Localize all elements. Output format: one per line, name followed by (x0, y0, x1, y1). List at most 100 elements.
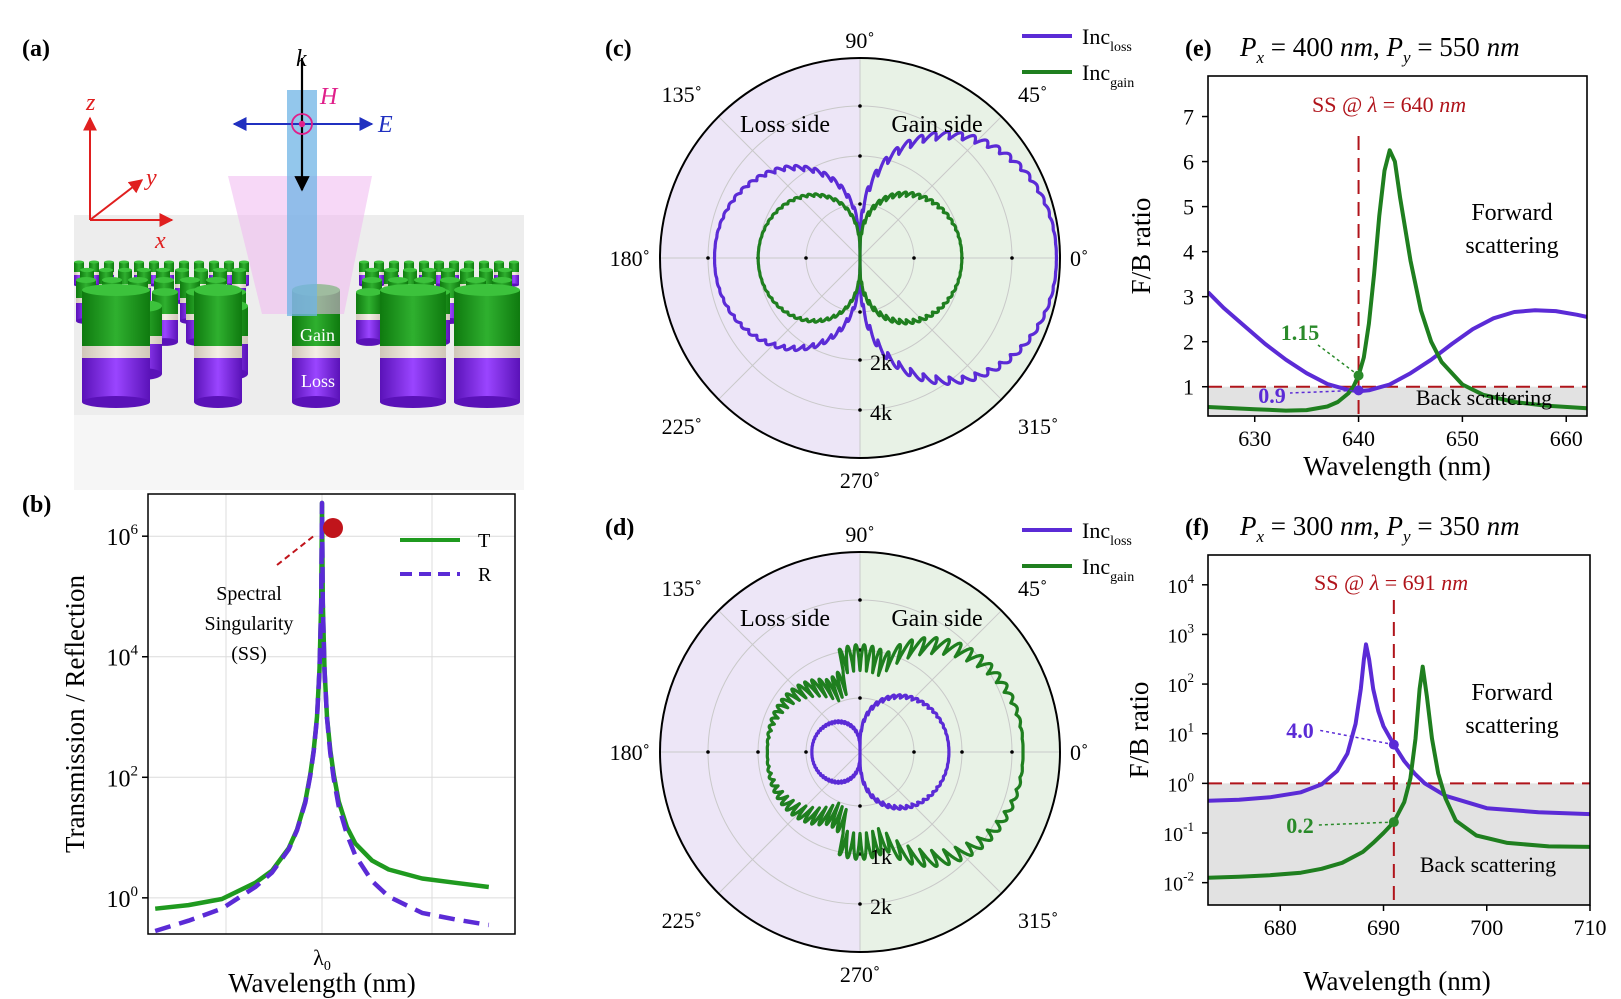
f-y-tick-exp: 0 (1188, 769, 1195, 784)
pillar-top (137, 267, 151, 273)
pillar-top (89, 260, 99, 264)
pillar-top (82, 284, 150, 296)
e-series-Inc_gain (1208, 148, 1587, 413)
e-y-tick-label: 2 (1183, 330, 1194, 355)
b-x-axis-label: Wavelength (nm) (228, 968, 416, 998)
loss-layer (82, 358, 150, 402)
marker-dot (1388, 817, 1399, 828)
loss-layer (224, 275, 234, 285)
polar-radial-label: 2k (870, 350, 892, 375)
pillar-top (232, 267, 246, 273)
b-y-tick-exp: 2 (131, 763, 139, 779)
polar-angle-label: 225˚ (662, 414, 702, 439)
pillar-top (389, 260, 399, 264)
e-x-tick-label: 640 (1342, 426, 1375, 451)
spacer-layer (434, 272, 444, 275)
polar-tick-dot (858, 902, 862, 906)
e-plot-frame (1207, 75, 1588, 417)
b-plot-frame (147, 493, 516, 935)
pillar-bottom (454, 396, 520, 408)
pillar-top (464, 260, 474, 264)
gain-layer (209, 262, 219, 272)
polar-series-loss (712, 130, 1059, 386)
polar-tick-dot (912, 256, 916, 260)
marker-label: 0.9 (1258, 383, 1286, 408)
polar-tick-dot (1010, 750, 1014, 754)
gain-layer (404, 262, 414, 272)
marker-dot (1353, 370, 1364, 381)
spacer-layer (454, 346, 520, 358)
pillar-top (422, 267, 436, 273)
pillar-top (384, 267, 398, 273)
gain-layer (164, 262, 174, 272)
f-x-tick-label: 710 (1574, 915, 1607, 940)
pillar-top (154, 277, 174, 283)
x-axis-label: x (154, 228, 166, 254)
pillar-top (509, 260, 519, 264)
polar-tick-dot (706, 256, 710, 260)
ss-annotation: Spectral Singularity (SS) (205, 583, 294, 665)
ss-label-f: SS @ λ = 691 nm (1314, 570, 1468, 595)
loss-layer (509, 275, 519, 285)
legend-R-label: R (478, 564, 492, 586)
f-title: Px = 300 nm, Py = 350 nm (1239, 511, 1520, 546)
pillar-array (74, 260, 520, 408)
ss-label-part: λ (1367, 92, 1378, 117)
e-series-Inc_loss (1208, 290, 1587, 394)
polar-tick-dot (858, 408, 862, 412)
f-plot-frame (1207, 554, 1591, 906)
f-y-tick-exp: -1 (1183, 819, 1194, 834)
gain-layer (104, 262, 114, 272)
pillar-top (362, 277, 382, 283)
forward-scattering-label: Forward (1471, 200, 1552, 226)
polar-tick-dot (858, 104, 862, 108)
polar-angle-label: 135˚ (662, 576, 702, 601)
f-y-axis-label: F/B ratio (1124, 682, 1154, 779)
b-y-tick-base: 10 (107, 525, 131, 551)
spacer-layer (194, 346, 242, 358)
pillar-top (479, 267, 493, 273)
spacer-layer (224, 272, 234, 275)
pillar-top (414, 277, 434, 283)
gain-layer (74, 262, 84, 272)
polar-angle-label: 45˚ (1018, 576, 1047, 601)
panel-label-a: (a) (22, 36, 50, 62)
e-curves (1208, 148, 1587, 413)
substrate-front (74, 415, 524, 490)
f-y-tick-base: 10 (1168, 774, 1188, 796)
b-y-axis-label: Transmission / Reflection (60, 575, 90, 854)
marker-label: 0.2 (1286, 813, 1314, 838)
pillar-top (194, 284, 242, 296)
spacer-layer (232, 284, 246, 288)
gain-layer (232, 270, 246, 284)
ss-label-part: = 640 (1377, 92, 1439, 117)
f-y-tick-base: 10 (1168, 725, 1188, 747)
polar-angle-label: 0˚ (1070, 740, 1088, 765)
polar-angle-label: 180˚ (610, 246, 650, 271)
gain-layer (494, 262, 504, 272)
polar-tick-dot (858, 202, 862, 206)
f-y-tick-exp: 2 (1188, 670, 1195, 685)
pillar-top (149, 260, 159, 264)
marker-leader-line (1317, 344, 1360, 377)
gain-layer (419, 262, 429, 272)
gain-layer (454, 290, 520, 346)
pillar-top (76, 277, 96, 283)
polar-angle-label: 270˚ (840, 468, 880, 493)
legend-label-sub: gain (1110, 76, 1134, 91)
polar-tick-dot (960, 750, 964, 754)
legend-label-sub: loss (1110, 40, 1132, 55)
e-y-tick-label: 6 (1183, 150, 1194, 175)
f-y-tick-label: 103 (1168, 620, 1195, 647)
polar-chart-d: 0˚ 45˚ 90˚ 135˚ 180˚ 225˚ 270˚ 315˚ 1k 2k Loss sid… (610, 518, 1135, 987)
pillar-top (194, 260, 204, 264)
pillar-top (356, 288, 382, 296)
polar-tick-dot (858, 358, 862, 362)
pillar-top (374, 260, 384, 264)
polar-angle-label: 90˚ (845, 28, 874, 53)
pillar-bottom (380, 396, 446, 408)
gain-layer (479, 262, 489, 272)
gain-layer (374, 262, 384, 272)
